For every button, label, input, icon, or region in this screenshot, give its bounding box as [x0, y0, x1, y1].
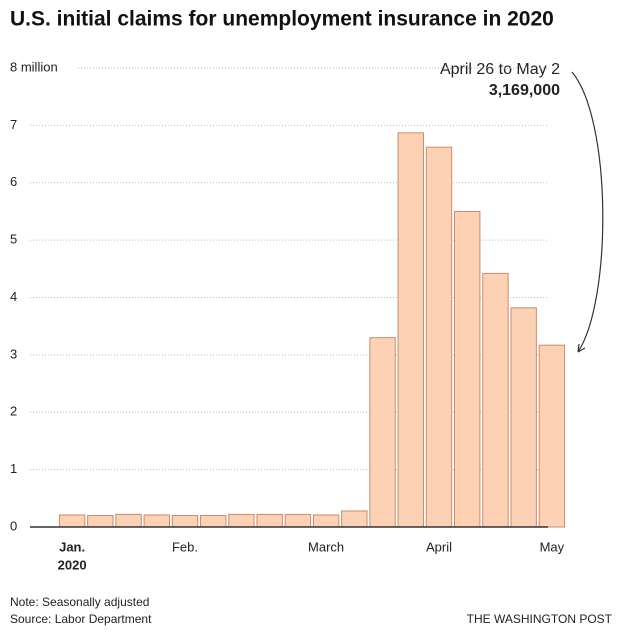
- bar: [482, 272, 509, 528]
- x-tick-label: April: [426, 539, 452, 554]
- bar: [425, 146, 453, 528]
- credit: THE WASHINGTON POST: [467, 612, 613, 626]
- bar: [58, 514, 86, 528]
- bar: [284, 513, 312, 528]
- bar: [143, 514, 170, 528]
- x-tick-label: March: [308, 539, 344, 554]
- x-tick-label: Feb.: [172, 539, 198, 554]
- annotation-arrow: [571, 71, 604, 353]
- bar: [397, 132, 424, 528]
- y-tick-label: 4: [10, 289, 17, 304]
- y-tick-label: 3: [10, 346, 17, 361]
- bar: [200, 515, 227, 528]
- bar: [228, 513, 255, 528]
- bar: [538, 344, 566, 528]
- x-tick-label: May: [540, 539, 565, 554]
- annotation-label: April 26 to May 2: [440, 61, 560, 78]
- bar: [256, 513, 283, 528]
- chart-title: U.S. initial claims for unemployment ins…: [10, 8, 554, 31]
- bar: [171, 515, 199, 528]
- y-tick-label: 1: [10, 461, 17, 476]
- annotation-value: 3,169,000: [489, 82, 560, 99]
- x-tick-label: Jan.: [59, 539, 85, 554]
- y-tick-label: 2: [10, 404, 17, 419]
- bar: [87, 515, 114, 528]
- bar: [115, 513, 142, 528]
- y-tick-label: 5: [10, 232, 17, 247]
- bar: [510, 307, 537, 528]
- x-year-label: 2020: [58, 557, 87, 572]
- y-tick-label: 8 million: [10, 59, 58, 74]
- bar: [341, 510, 368, 528]
- note: Note: Seasonally adjusted: [10, 595, 149, 609]
- arrow-head: [577, 343, 586, 353]
- bar: [312, 514, 340, 528]
- y-tick-label: 6: [10, 174, 17, 189]
- y-tick-label: 0: [10, 518, 17, 533]
- y-tick-label: 7: [10, 117, 17, 132]
- bar: [454, 210, 481, 528]
- source: Source: Labor Department: [10, 612, 152, 626]
- bar: [369, 337, 396, 528]
